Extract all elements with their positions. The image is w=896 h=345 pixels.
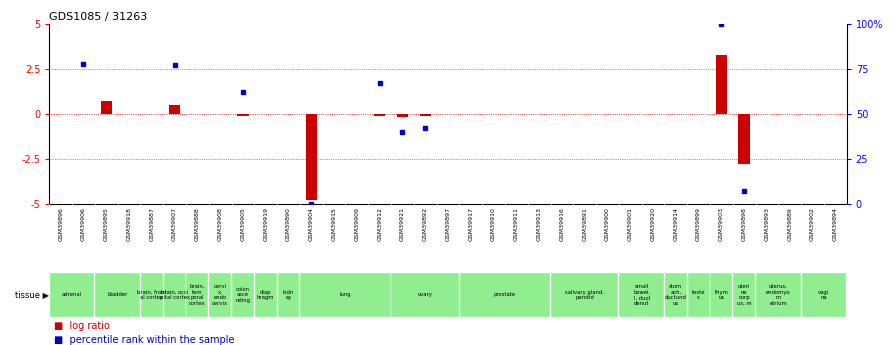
Bar [374, 114, 385, 116]
Text: GSM39891: GSM39891 [582, 207, 587, 241]
Bar [232, 274, 254, 316]
Bar [210, 274, 231, 316]
Text: small
bowel,
I, duol
denut: small bowel, I, duol denut [633, 284, 650, 306]
Text: stom
ach,
ductund
us: stom ach, ductund us [665, 284, 686, 306]
Text: vagi
na: vagi na [818, 289, 830, 300]
Text: GSM39913: GSM39913 [537, 207, 542, 241]
Bar [802, 274, 846, 316]
Text: GSM39906: GSM39906 [81, 207, 86, 241]
Text: GSM39908: GSM39908 [218, 207, 223, 241]
Text: bladder: bladder [108, 293, 128, 297]
Text: GSM39905: GSM39905 [240, 207, 246, 241]
Text: GSM39918: GSM39918 [126, 207, 132, 241]
Bar [738, 114, 750, 164]
Text: GSM39914: GSM39914 [673, 207, 678, 241]
Text: tissue ▶: tissue ▶ [15, 290, 49, 299]
Bar [237, 114, 249, 116]
Bar [141, 274, 163, 316]
Bar [100, 101, 112, 114]
Text: GSM39912: GSM39912 [377, 207, 383, 241]
Text: kidn
ey: kidn ey [283, 289, 294, 300]
Text: GSM39898: GSM39898 [742, 207, 746, 241]
Text: GSM39890: GSM39890 [286, 207, 291, 241]
Bar [665, 274, 686, 316]
Text: adrenal: adrenal [62, 293, 82, 297]
Bar [397, 114, 409, 117]
Text: GSM39901: GSM39901 [628, 207, 633, 241]
Text: GSM39920: GSM39920 [650, 207, 656, 241]
Bar [169, 105, 180, 114]
Bar [619, 274, 664, 316]
Text: GSM39892: GSM39892 [423, 207, 427, 241]
Text: diap
hragm: diap hragm [257, 289, 274, 300]
Text: brain, occi
pital cortex: brain, occi pital cortex [159, 289, 190, 300]
Bar [278, 274, 299, 316]
Text: GSM39899: GSM39899 [696, 207, 702, 241]
Bar [688, 274, 710, 316]
Text: colon
asce
nding: colon asce nding [236, 287, 251, 303]
Text: prostate: prostate [494, 293, 516, 297]
Text: teste
s: teste s [692, 289, 705, 300]
Text: GSM39900: GSM39900 [605, 207, 610, 241]
Text: GSM39902: GSM39902 [810, 207, 815, 241]
Text: GSM39915: GSM39915 [332, 207, 337, 241]
Text: uterus,
endomyo
m
etrium: uterus, endomyo m etrium [766, 284, 790, 306]
Text: GSM39888: GSM39888 [194, 207, 200, 241]
Bar [164, 274, 185, 316]
Bar [756, 274, 801, 316]
Text: GSM39910: GSM39910 [491, 207, 496, 241]
Text: GSM39894: GSM39894 [832, 207, 838, 241]
Bar [254, 274, 277, 316]
Bar [392, 274, 459, 316]
Text: uteri
ne
corp
us, m: uteri ne corp us, m [737, 284, 752, 306]
Text: thym
us: thym us [714, 289, 728, 300]
Text: brain,
tem
poral
cortex: brain, tem poral cortex [189, 284, 206, 306]
Text: ovary: ovary [418, 293, 433, 297]
Text: GSM39907: GSM39907 [172, 207, 177, 241]
Text: GSM39917: GSM39917 [469, 207, 473, 241]
Text: GDS1085 / 31263: GDS1085 / 31263 [49, 12, 148, 22]
Text: GSM39896: GSM39896 [58, 207, 64, 241]
Bar [716, 55, 728, 114]
Bar [419, 114, 431, 116]
Text: GSM39916: GSM39916 [559, 207, 564, 241]
Text: GSM39919: GSM39919 [263, 207, 268, 241]
Text: brain, front
al cortex: brain, front al cortex [137, 289, 167, 300]
Text: salivary gland,
parotid: salivary gland, parotid [565, 289, 604, 300]
Text: GSM39893: GSM39893 [764, 207, 770, 241]
Text: ■  percentile rank within the sample: ■ percentile rank within the sample [54, 335, 234, 345]
Text: GSM39897: GSM39897 [445, 207, 451, 241]
Bar [306, 114, 317, 200]
Bar [460, 274, 550, 316]
Bar [711, 274, 732, 316]
Bar [186, 274, 208, 316]
Text: lung: lung [340, 293, 351, 297]
Bar [95, 274, 140, 316]
Bar [551, 274, 618, 316]
Text: ■  log ratio: ■ log ratio [54, 322, 109, 332]
Bar [300, 274, 391, 316]
Text: GSM39903: GSM39903 [719, 207, 724, 241]
Bar [50, 274, 94, 316]
Text: GSM39921: GSM39921 [400, 207, 405, 241]
Text: GSM39887: GSM39887 [150, 207, 154, 241]
Bar [733, 274, 755, 316]
Text: GSM39909: GSM39909 [354, 207, 359, 241]
Text: cervi
x,
endo
cervix: cervi x, endo cervix [212, 284, 228, 306]
Text: GSM39904: GSM39904 [309, 207, 314, 241]
Text: GSM39889: GSM39889 [788, 207, 792, 241]
Text: GSM39911: GSM39911 [513, 207, 519, 241]
Text: GSM39895: GSM39895 [104, 207, 108, 241]
